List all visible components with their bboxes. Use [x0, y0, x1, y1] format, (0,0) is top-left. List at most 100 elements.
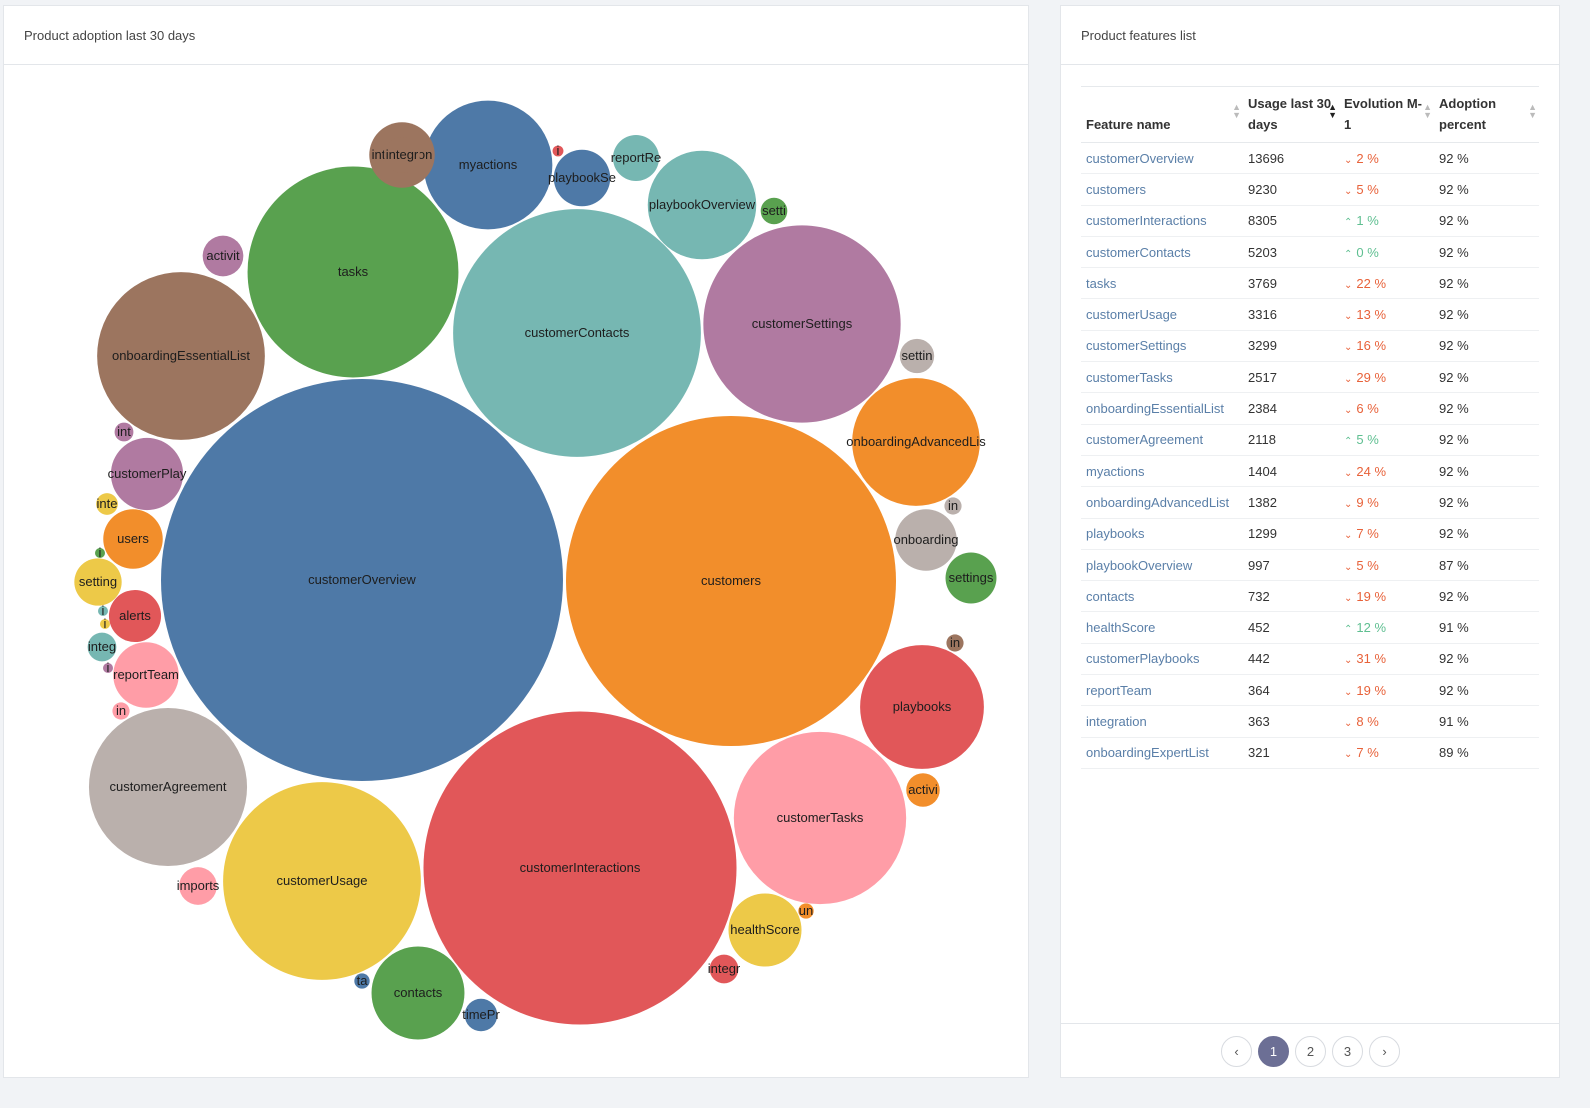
bubble-circle[interactable] — [728, 893, 802, 967]
feature-name-link[interactable]: customerPlaybooks — [1081, 643, 1243, 676]
bubble-circle[interactable] — [709, 954, 739, 984]
feature-name-link[interactable]: playbookOverview — [1081, 549, 1243, 582]
bubble[interactable]: onboardingAdvancedLis — [846, 378, 986, 506]
bubble-circle[interactable] — [110, 437, 184, 511]
feature-name-link[interactable]: onboardingExpertList — [1081, 737, 1243, 769]
sort-arrows-icon[interactable]: ▲ ▼ — [1528, 102, 1537, 120]
bubble[interactable]: integ — [87, 632, 117, 662]
bubble-circle[interactable] — [703, 225, 901, 423]
bubble-circle[interactable] — [453, 209, 701, 457]
bubble[interactable]: playbookSe — [548, 149, 616, 207]
bubble-circle[interactable] — [108, 589, 162, 643]
feature-name-link[interactable]: customers — [1081, 173, 1243, 206]
bubble[interactable]: customerSettings — [703, 225, 901, 423]
bubble-circle[interactable] — [112, 702, 130, 720]
table-row[interactable]: customerPlaybooks 442 ⌄ 31 % 92 % — [1081, 643, 1539, 676]
feature-name-link[interactable]: myactions — [1081, 455, 1243, 488]
table-row[interactable]: onboardingAdvancedList 1382 ⌄ 9 % 92 % — [1081, 486, 1539, 519]
header-usage[interactable]: Usage last 30 days ▲ ▼ — [1243, 86, 1339, 143]
bubble-circle[interactable] — [98, 606, 108, 616]
bubble[interactable]: activit — [202, 235, 244, 277]
bubble-circle[interactable] — [223, 782, 421, 980]
table-row[interactable]: contacts 732 ⌄ 19 % 92 % — [1081, 580, 1539, 613]
bubble-circle[interactable] — [88, 707, 248, 867]
bubble[interactable]: activi — [906, 773, 940, 807]
table-row[interactable]: onboardingExpertList 321 ⌄ 7 % 89 % — [1081, 737, 1539, 769]
prev-page-button[interactable]: ‹ — [1221, 1036, 1252, 1067]
bubble-circle[interactable] — [899, 338, 935, 374]
bubble-circle[interactable] — [383, 136, 421, 174]
bubble[interactable]: integr — [708, 954, 741, 984]
bubble[interactable]: contacts — [371, 946, 465, 1040]
bubble-circle[interactable] — [95, 548, 105, 558]
bubble-circle[interactable] — [852, 378, 980, 506]
page-button-3[interactable]: 3 — [1332, 1036, 1363, 1067]
sort-arrows-icon[interactable]: ▲ ▼ — [1423, 102, 1432, 120]
feature-name-link[interactable]: healthScore — [1081, 611, 1243, 644]
bubble[interactable]: imports — [177, 867, 220, 905]
feature-name-link[interactable]: playbooks — [1081, 518, 1243, 550]
bubble[interactable]: settings — [945, 552, 997, 604]
feature-name-link[interactable]: customerOverview — [1081, 142, 1243, 175]
bubble-circle[interactable] — [202, 235, 244, 277]
page-button-1[interactable]: 1 — [1258, 1036, 1289, 1067]
bubble[interactable]: ta — [354, 973, 370, 989]
bubble-circle[interactable] — [114, 422, 134, 442]
bubble[interactable]: setting — [74, 558, 122, 606]
bubble[interactable]: reportTeam — [113, 642, 179, 708]
bubble[interactable]: customerInteractions — [423, 711, 737, 1025]
bubble[interactable]: customerContacts — [453, 209, 701, 457]
bubble[interactable]: reportRe — [611, 134, 662, 182]
table-row[interactable]: playbookOverview 997 ⌄ 5 % 87 % — [1081, 549, 1539, 582]
bubble[interactable]: customers — [565, 415, 897, 747]
feature-name-link[interactable]: customerInteractions — [1081, 205, 1243, 237]
bubble-circle[interactable] — [552, 145, 564, 157]
bubble-circle[interactable] — [733, 731, 907, 905]
bubble[interactable]: myactions — [423, 100, 553, 230]
bubble-circle[interactable] — [247, 166, 459, 378]
bubble-circle[interactable] — [100, 619, 110, 629]
bubble-circle[interactable] — [179, 867, 217, 905]
bubble-circle[interactable] — [354, 973, 370, 989]
bubble[interactable]: i — [552, 143, 564, 158]
feature-name-link[interactable]: customerContacts — [1081, 236, 1243, 269]
bubble-circle[interactable] — [895, 509, 957, 571]
bubble[interactable]: customerAgreement — [88, 707, 248, 867]
bubble[interactable]: customerPlay — [108, 437, 187, 511]
bubble[interactable]: setti — [760, 197, 788, 225]
feature-name-link[interactable]: customerAgreement — [1081, 424, 1243, 456]
bubble-circle[interactable] — [760, 197, 788, 225]
bubble-circle[interactable] — [946, 634, 964, 652]
feature-name-link[interactable]: customerUsage — [1081, 298, 1243, 331]
bubble-circle[interactable] — [96, 493, 118, 515]
bubble[interactable]: settin — [899, 338, 935, 374]
bubble[interactable]: healthScore — [728, 893, 802, 967]
feature-name-link[interactable]: onboardingAdvancedList — [1081, 486, 1243, 519]
table-row[interactable]: customers 9230 ⌄ 5 % 92 % — [1081, 173, 1539, 206]
bubble[interactable]: inte — [96, 493, 118, 515]
bubble[interactable]: onboardingEssentialList — [97, 272, 265, 440]
header-feature-name[interactable]: Feature name ▲ ▼ — [1081, 86, 1243, 143]
bubble-circle[interactable] — [860, 645, 984, 769]
bubble[interactable]: in — [112, 702, 130, 720]
table-row[interactable]: tasks 3769 ⌄ 22 % 92 % — [1081, 267, 1539, 300]
table-row[interactable]: onboardingEssentialList 2384 ⌄ 6 % 92 % — [1081, 392, 1539, 425]
table-row[interactable]: customerSettings 3299 ⌄ 16 % 92 % — [1081, 330, 1539, 363]
bubble[interactable]: in — [944, 497, 962, 515]
bubble-circle[interactable] — [87, 632, 117, 662]
table-row[interactable]: customerUsage 3316 ⌄ 13 % 92 % — [1081, 298, 1539, 331]
table-row[interactable]: reportTeam 364 ⌄ 19 % 92 % — [1081, 674, 1539, 707]
bubble-circle[interactable] — [647, 150, 757, 260]
bubble-circle[interactable] — [553, 149, 611, 207]
bubble[interactable]: int — [114, 422, 134, 442]
feature-name-link[interactable]: integration — [1081, 705, 1243, 738]
bubble[interactable]: users — [103, 509, 163, 569]
table-row[interactable]: customerOverview 13696 ⌄ 2 % 92 % — [1081, 142, 1539, 175]
bubble-circle[interactable] — [97, 272, 265, 440]
bubble-circle[interactable] — [906, 773, 940, 807]
bubble[interactable]: i — [95, 545, 105, 560]
next-page-button[interactable]: › — [1369, 1036, 1400, 1067]
table-row[interactable]: customerTasks 2517 ⌄ 29 % 92 % — [1081, 361, 1539, 394]
bubble-circle[interactable] — [944, 497, 962, 515]
bubble[interactable]: integr — [383, 136, 421, 174]
